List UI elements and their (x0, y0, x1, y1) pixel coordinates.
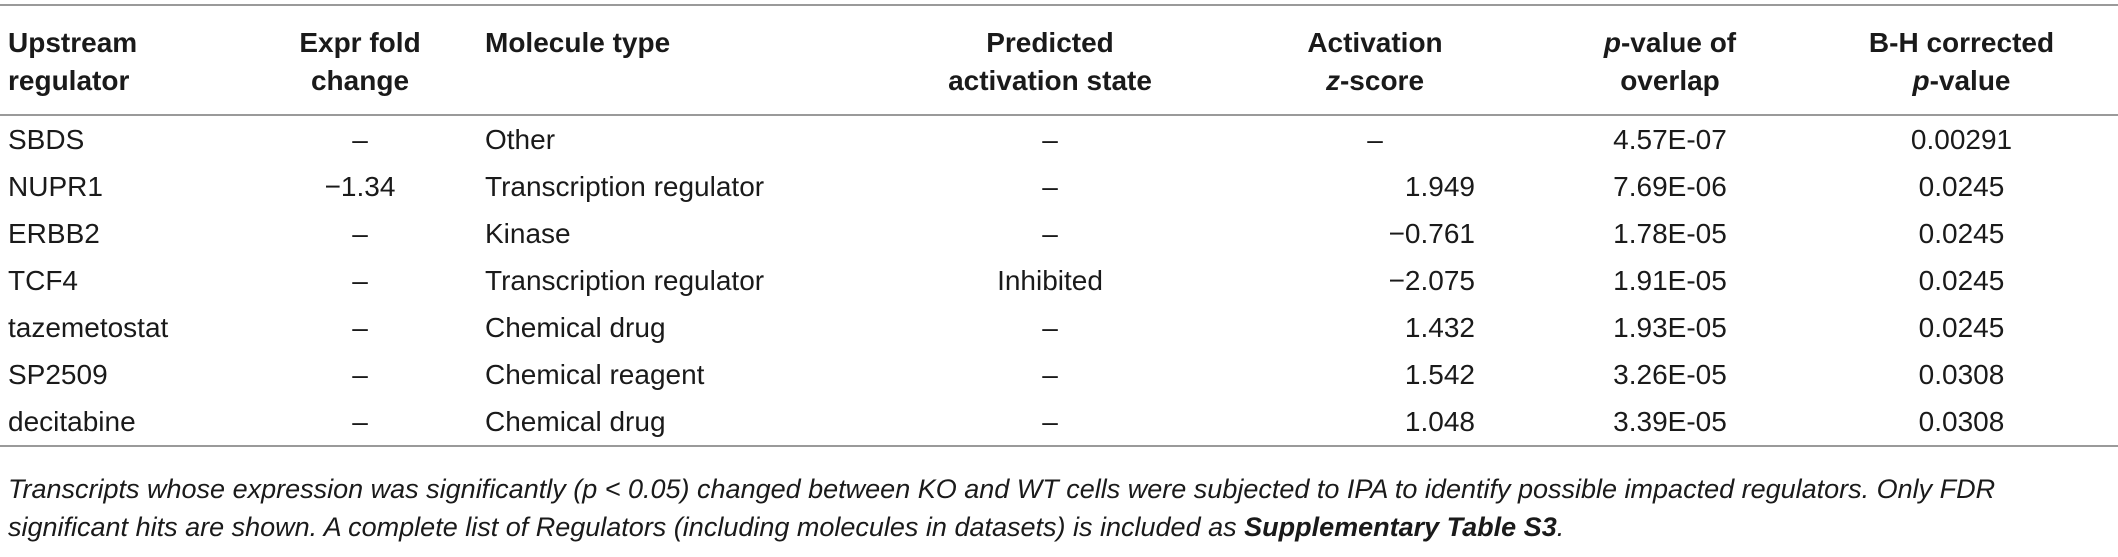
header-p-value-of-overlap: p-value of overlap (1603, 27, 1737, 96)
cell-activation-state: – (1042, 171, 1058, 202)
cell-fold-change: – (352, 265, 368, 296)
cell-z-score: 1.432 (1404, 312, 1475, 343)
cell-fold-change: −1.34 (324, 171, 396, 202)
cell-activation-state: – (1042, 124, 1058, 155)
cell-regulator: decitabine (8, 406, 136, 437)
cell-regulator: SBDS (8, 124, 85, 155)
cell-activation-state: – (1042, 406, 1058, 437)
cell-molecule-type: Chemical reagent (485, 359, 705, 390)
cell-regulator: NUPR1 (8, 171, 103, 202)
cell-p-value: 4.57E-07 (1613, 124, 1727, 155)
upstream-regulators-table: Upstream regulator Expr fold change Molecu… (0, 4, 2118, 447)
cell-molecule-type: Transcription regulator (485, 171, 765, 202)
cell-fold-change: – (352, 218, 368, 249)
cell-molecule-type: Chemical drug (485, 312, 666, 343)
cell-p-value: 3.26E-05 (1613, 359, 1727, 390)
cell-regulator: TCF4 (8, 265, 78, 296)
cell-fold-change: – (352, 359, 368, 390)
cell-molecule-type: Transcription regulator (485, 265, 765, 296)
cell-molecule-type: Chemical drug (485, 406, 666, 437)
header-row: Upstream regulator Expr fold change Molecu… (0, 5, 2118, 115)
header-upstream-regulator: Upstream regulator (8, 27, 138, 96)
table-row: SP2509 – Chemical reagent – 1.542 3.26E-… (0, 351, 2118, 398)
table-row: SBDS – Other – – 4.57E-07 0.00291 (0, 115, 2118, 163)
supplementary-table-reference: Supplementary Table S3 (1244, 512, 1557, 542)
caption-end: . (1556, 512, 1565, 542)
cell-p-value: 1.93E-05 (1613, 312, 1727, 343)
cell-p-value: 1.78E-05 (1613, 218, 1727, 249)
cell-z-score: −2.075 (1388, 265, 1475, 296)
table-row: TCF4 – Transcription regulator Inhibited… (0, 257, 2118, 304)
cell-p-value: 3.39E-05 (1613, 406, 1727, 437)
caption-text: Transcripts whose expression was signifi… (8, 474, 1996, 542)
table-row: tazemetostat – Chemical drug – 1.432 1.9… (0, 304, 2118, 351)
cell-bh-p-value: 0.00291 (1910, 124, 2013, 155)
cell-activation-state: Inhibited (997, 265, 1103, 296)
cell-regulator: SP2509 (8, 359, 108, 390)
cell-regulator: tazemetostat (8, 312, 169, 343)
header-expr-fold-change: Expr fold change (299, 27, 421, 96)
cell-activation-state: – (1042, 218, 1058, 249)
cell-z-score: 1.048 (1404, 406, 1475, 437)
cell-bh-p-value: 0.0245 (1918, 218, 2005, 249)
cell-fold-change: – (352, 124, 368, 155)
table-row: decitabine – Chemical drug – 1.048 3.39E… (0, 398, 2118, 446)
cell-activation-state: – (1042, 359, 1058, 390)
cell-z-score: −0.761 (1388, 218, 1475, 249)
cell-z-score: 1.949 (1404, 171, 1475, 202)
header-bh-corrected-p-value: B-H corrected p-value (1868, 27, 2055, 96)
cell-fold-change: – (352, 406, 368, 437)
table-row: ERBB2 – Kinase – −0.761 1.78E-05 0.0245 (0, 210, 2118, 257)
header-predicted-activation-state: Predicted activation state (948, 27, 1152, 96)
table-row: NUPR1 −1.34 Transcription regulator – 1.… (0, 163, 2118, 210)
cell-bh-p-value: 0.0245 (1918, 171, 2005, 202)
cell-p-value: 7.69E-06 (1613, 171, 1727, 202)
cell-molecule-type: Kinase (485, 218, 571, 249)
cell-z-score: – (1367, 124, 1383, 155)
table-caption: Transcripts whose expression was signifi… (8, 470, 2108, 546)
cell-bh-p-value: 0.0308 (1918, 406, 2005, 437)
cell-regulator: ERBB2 (8, 218, 100, 249)
header-activation-z-score: Activation z-score (1307, 27, 1443, 96)
cell-bh-p-value: 0.0308 (1918, 359, 2005, 390)
cell-z-score: 1.542 (1404, 359, 1475, 390)
cell-fold-change: – (352, 312, 368, 343)
cell-bh-p-value: 0.0245 (1918, 265, 2005, 296)
cell-molecule-type: Other (485, 124, 556, 155)
cell-bh-p-value: 0.0245 (1918, 312, 2005, 343)
cell-activation-state: – (1042, 312, 1058, 343)
cell-p-value: 1.91E-05 (1613, 265, 1727, 296)
header-molecule-type: Molecule type (485, 27, 671, 58)
